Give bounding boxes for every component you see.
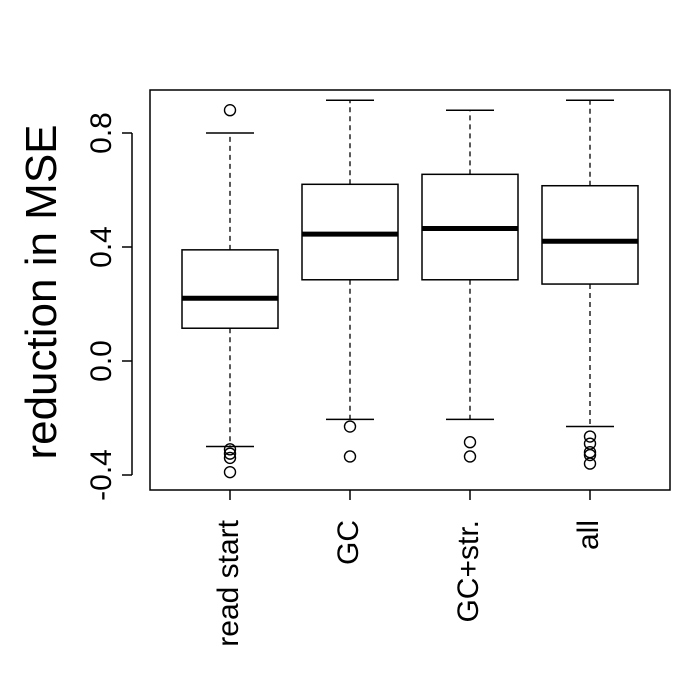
outlier-point	[223, 443, 237, 456]
outlier-point	[223, 103, 237, 117]
box-iqr	[541, 184, 639, 285]
outlier-point	[583, 430, 597, 443]
y-tick-label: 0.0	[85, 340, 118, 382]
y-tick-label: 0.4	[85, 226, 118, 268]
box-2	[301, 99, 399, 463]
box-iqr	[181, 249, 279, 329]
x-tick-label: all	[572, 520, 605, 550]
x-tick-label: GC+str.	[452, 520, 485, 623]
y-axis: -0.4 0.0 0.4 0.8	[85, 112, 133, 501]
y-axis-label: reduction in MSE	[17, 124, 66, 459]
box-4	[541, 99, 639, 470]
box-1	[181, 103, 279, 479]
outlier-point	[583, 446, 597, 459]
box-3	[421, 109, 519, 463]
outlier-point	[583, 457, 597, 470]
outlier-point	[223, 451, 237, 465]
outlier-point	[463, 450, 477, 463]
boxes-group	[181, 99, 639, 479]
outlier-point	[463, 436, 477, 449]
outlier-point	[583, 448, 597, 462]
outlier-point	[223, 447, 237, 460]
outlier-point	[223, 465, 237, 479]
outlier-point	[343, 420, 357, 433]
plot-frame	[149, 89, 671, 491]
x-tick-label: GC	[332, 520, 365, 565]
y-tick-label: 0.8	[85, 112, 118, 154]
x-axis: read start GC GC+str. all	[212, 490, 605, 647]
x-tick-label: read start	[212, 519, 245, 646]
y-tick-label: -0.4	[85, 449, 118, 501]
outlier-point	[343, 450, 357, 463]
